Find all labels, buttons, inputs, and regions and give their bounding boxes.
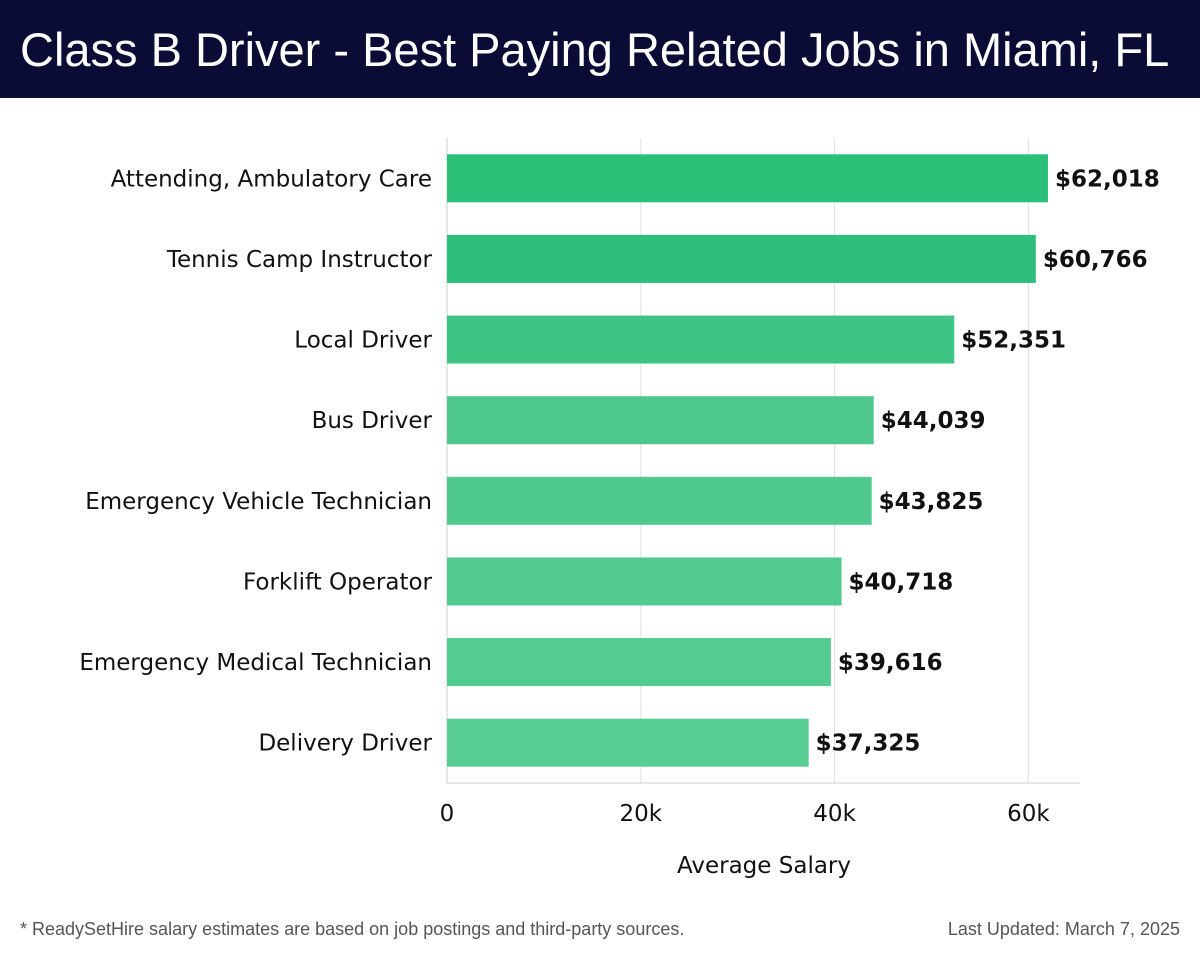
x-axis-title: Average Salary — [677, 853, 851, 879]
bar — [447, 234, 1036, 283]
grid-layer — [446, 138, 1029, 783]
bar — [447, 154, 1048, 203]
value-label: $60,766 — [1043, 247, 1148, 273]
footnote: * ReadySetHire salary estimates are base… — [20, 919, 685, 939]
value-label: $39,616 — [838, 650, 943, 676]
bar — [447, 396, 874, 445]
value-label: $37,325 — [816, 731, 921, 757]
category-label: Delivery Driver — [258, 731, 432, 757]
x-tick-label: 20k — [620, 801, 663, 827]
last-updated: Last Updated: March 7, 2025 — [947, 919, 1180, 939]
category-label: Emergency Medical Technician — [79, 650, 432, 676]
value-label: $43,825 — [879, 489, 984, 515]
x-tick-label: 60k — [1007, 801, 1050, 827]
bar-chart: Attending, Ambulatory Care $62,018 Tennis … — [79, 138, 1160, 879]
x-axis: 0 20k 40k 60k — [440, 782, 1080, 827]
title-banner: Class B Driver - Best Paying Related Job… — [0, 0, 1200, 98]
category-label: Emergency Vehicle Technician — [85, 489, 432, 515]
x-tick-label: 0 — [440, 801, 455, 827]
value-label: $44,039 — [881, 408, 986, 434]
labels-layer: Attending, Ambulatory Care $62,018 Tennis … — [79, 166, 1159, 756]
value-label: $52,351 — [961, 328, 1066, 354]
chart-title: Class B Driver - Best Paying Related Job… — [20, 23, 1170, 76]
category-label: Forklift Operator — [243, 569, 433, 595]
bar — [447, 476, 872, 525]
category-label: Local Driver — [294, 328, 432, 354]
value-label: $40,718 — [849, 569, 954, 595]
bar — [447, 638, 831, 687]
category-label: Tennis Camp Instructor — [166, 247, 433, 273]
category-label: Bus Driver — [312, 408, 433, 434]
value-label: $62,018 — [1055, 166, 1160, 192]
bar — [447, 557, 842, 606]
x-tick-label: 40k — [813, 801, 856, 827]
bar — [447, 718, 809, 767]
category-label: Attending, Ambulatory Care — [111, 166, 432, 192]
bar — [447, 315, 955, 364]
bars-layer — [447, 154, 1048, 767]
